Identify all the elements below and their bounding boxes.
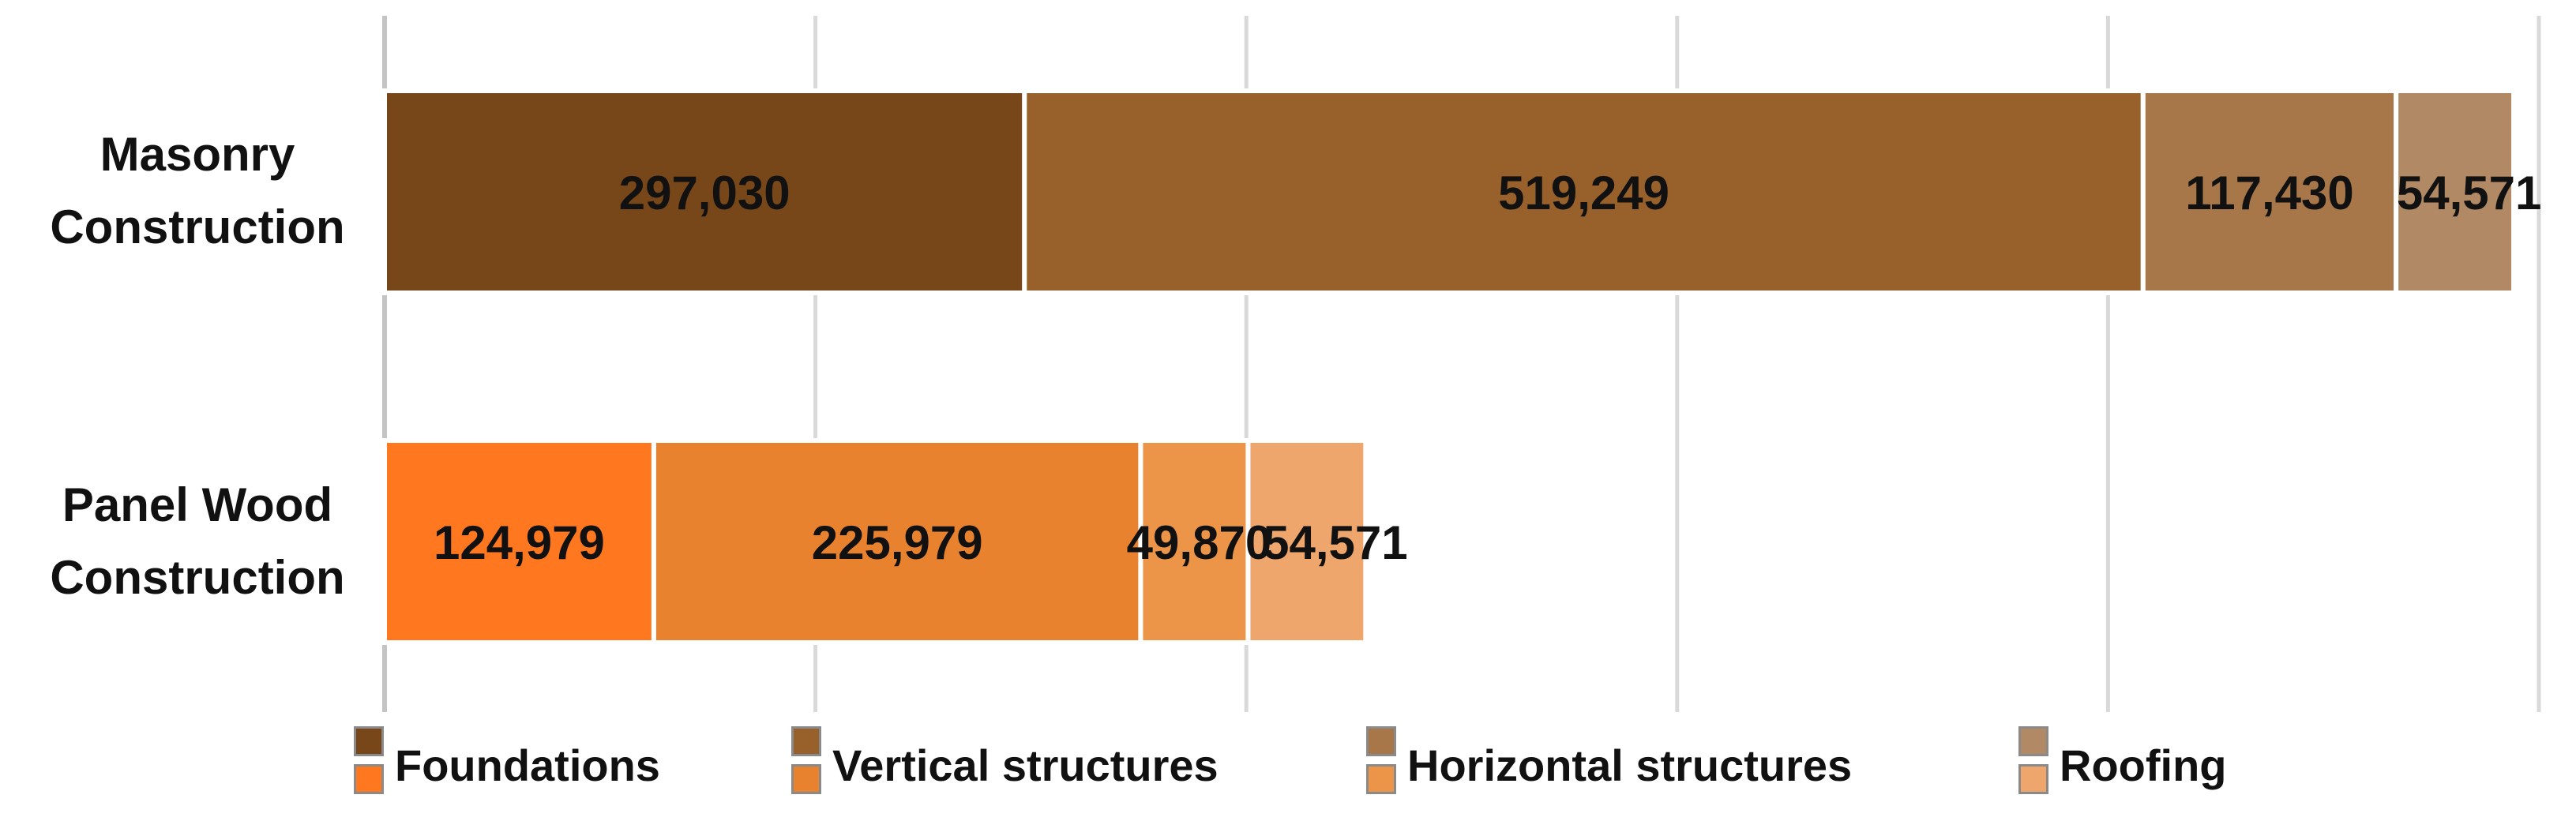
legend-label-roofing: Roofing <box>2060 740 2227 790</box>
data-label-1-1: 225,979 <box>812 516 983 569</box>
bars <box>382 88 2517 645</box>
bar-0-3 <box>2394 88 2517 295</box>
bar-1-3 <box>1245 438 1369 645</box>
stacked-bar-chart: 297,030 519,249 117,430 54,571 124,979 225,97… <box>382 16 2541 712</box>
data-label-0-3: 54,571 <box>2397 167 2542 219</box>
legend-swatch-foundations-panel <box>354 764 384 794</box>
legend-swatch-horizontal-masonry <box>1366 726 1396 756</box>
legend-label-vertical-structures: Vertical structures <box>832 740 1219 790</box>
legend-swatch-horizontal-panel <box>1366 764 1396 794</box>
data-label-0-2: 117,430 <box>2185 167 2354 219</box>
legend-swatch-foundations-masonry <box>354 726 384 756</box>
data-label-1-3: 54,571 <box>1263 516 1408 569</box>
legend-swatch-roofing-panel <box>2018 764 2048 794</box>
legend-swatch-vertical-masonry <box>791 726 821 756</box>
category-label-masonry: Masonry Construction <box>50 128 345 253</box>
data-label-0-1: 519,249 <box>1498 167 1669 219</box>
data-labels: 297,030 519,249 117,430 54,571 124,979 225,97… <box>434 167 2541 569</box>
legend-label-horizontal-structures: Horizontal structures <box>1407 740 1853 790</box>
data-label-1-0: 124,979 <box>434 516 605 569</box>
legend-swatch-vertical-panel <box>791 764 821 794</box>
bar-1-0 <box>382 438 656 645</box>
legend: Foundations Vertical structures Horizont… <box>0 726 2576 813</box>
bar-1-2 <box>1138 438 1251 645</box>
category-label-panel-wood: Panel Wood Construction <box>50 478 345 604</box>
legend-swatch-roofing-masonry <box>2018 726 2048 756</box>
data-label-0-0: 297,030 <box>619 167 790 219</box>
data-label-1-2: 49,870 <box>1127 516 1272 569</box>
legend-label-foundations: Foundations <box>395 740 660 790</box>
bar-1-1 <box>651 438 1143 645</box>
bar-0-0 <box>382 88 1027 295</box>
